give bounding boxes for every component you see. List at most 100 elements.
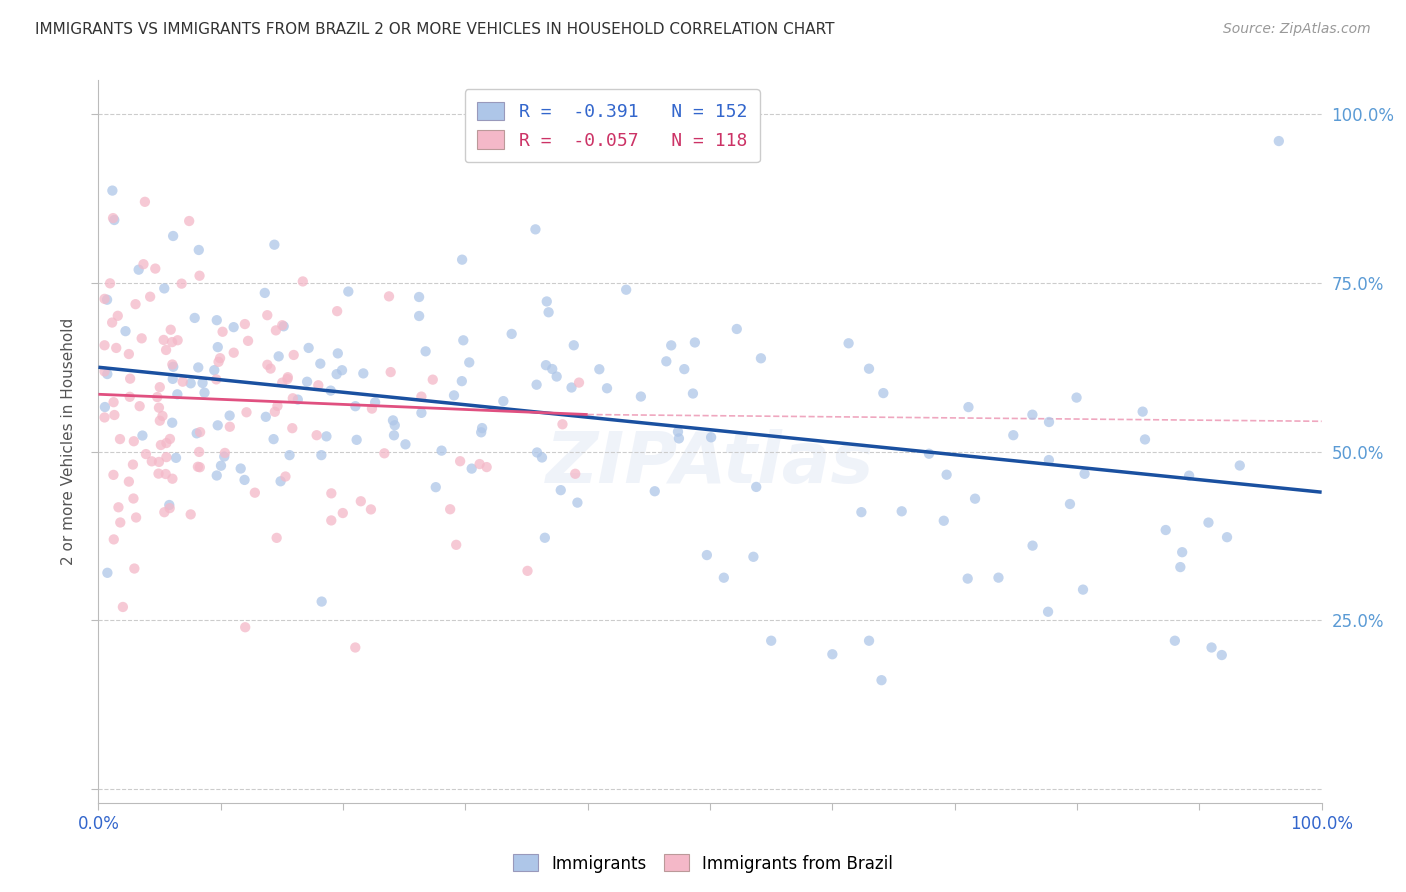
- Point: [588, 362, 610, 376]
- Point: [111, 599, 134, 614]
- Legend: Immigrants, Immigrants from Brazil: Immigrants, Immigrants from Brazil: [506, 847, 900, 880]
- Point: [96, 367, 118, 381]
- Point: [131, 331, 153, 345]
- Point: [291, 275, 314, 289]
- Point: [270, 475, 292, 489]
- Point: [872, 386, 894, 401]
- Point: [475, 460, 498, 475]
- Point: [918, 447, 941, 461]
- Point: [187, 459, 209, 474]
- Point: [222, 320, 245, 334]
- Point: [451, 252, 474, 267]
- Point: [229, 461, 252, 475]
- Point: [411, 406, 433, 420]
- Point: [1038, 415, 1060, 429]
- Point: [761, 633, 783, 648]
- Point: [211, 325, 233, 339]
- Point: [273, 319, 295, 334]
- Point: [430, 443, 453, 458]
- Point: [155, 343, 177, 357]
- Point: [118, 390, 141, 404]
- Point: [439, 502, 461, 516]
- Point: [96, 293, 118, 307]
- Point: [373, 446, 395, 460]
- Point: [1021, 539, 1043, 553]
- Point: [124, 297, 146, 311]
- Point: [644, 484, 666, 499]
- Point: [1059, 497, 1081, 511]
- Point: [443, 388, 465, 402]
- Point: [562, 338, 585, 352]
- Point: [315, 429, 337, 443]
- Point: [162, 472, 184, 486]
- Point: [98, 277, 121, 291]
- Point: [346, 433, 368, 447]
- Point: [122, 434, 145, 449]
- Point: [271, 318, 294, 333]
- Point: [222, 345, 245, 359]
- Point: [254, 409, 277, 424]
- Point: [188, 445, 211, 459]
- Point: [560, 380, 582, 394]
- Point: [713, 571, 735, 585]
- Point: [281, 391, 304, 405]
- Point: [187, 243, 209, 257]
- Point: [1154, 523, 1177, 537]
- Point: [101, 211, 124, 226]
- Point: [408, 309, 430, 323]
- Point: [243, 485, 266, 500]
- Point: [114, 324, 136, 338]
- Point: [1164, 633, 1187, 648]
- Point: [411, 390, 433, 404]
- Point: [614, 283, 637, 297]
- Point: [131, 428, 153, 442]
- Point: [118, 475, 141, 489]
- Point: [103, 408, 125, 422]
- Point: [287, 392, 309, 407]
- Point: [101, 184, 124, 198]
- Point: [236, 334, 259, 348]
- Point: [337, 285, 360, 299]
- Point: [380, 365, 402, 379]
- Point: [350, 494, 373, 508]
- Point: [209, 458, 232, 473]
- Point: [307, 378, 329, 392]
- Point: [160, 416, 183, 430]
- Point: [103, 467, 125, 482]
- Point: [319, 384, 342, 398]
- Point: [155, 450, 177, 464]
- Point: [218, 419, 240, 434]
- Point: [122, 458, 145, 472]
- Point: [266, 531, 288, 545]
- Point: [170, 277, 193, 291]
- Point: [1216, 530, 1239, 544]
- Point: [655, 354, 678, 368]
- Point: [153, 505, 176, 519]
- Point: [166, 387, 188, 401]
- Point: [311, 448, 333, 462]
- Point: [149, 438, 172, 452]
- Point: [444, 538, 467, 552]
- Point: [550, 483, 572, 498]
- Point: [125, 510, 148, 524]
- Point: [673, 362, 696, 376]
- Point: [305, 428, 328, 442]
- Point: [93, 338, 115, 352]
- Point: [364, 395, 387, 409]
- Point: [838, 336, 860, 351]
- Point: [159, 323, 181, 337]
- Point: [394, 437, 416, 451]
- Point: [534, 358, 557, 372]
- Point: [283, 348, 305, 362]
- Point: [277, 370, 299, 384]
- Point: [155, 436, 177, 450]
- Point: [264, 323, 287, 337]
- Point: [742, 549, 765, 564]
- Point: [298, 341, 321, 355]
- Point: [382, 428, 405, 442]
- Point: [630, 390, 652, 404]
- Point: [564, 467, 586, 481]
- Point: [468, 457, 491, 471]
- Point: [1201, 640, 1223, 655]
- Point: [149, 414, 172, 428]
